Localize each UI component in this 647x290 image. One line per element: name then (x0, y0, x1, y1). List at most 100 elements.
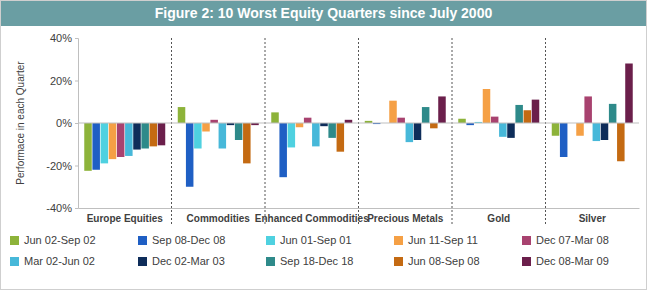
legend-label: Sep 18-Dec 18 (280, 255, 353, 267)
legend-label: Jun 02-Sep 02 (24, 234, 96, 246)
legend-label: Dec 08-Mar 09 (536, 255, 609, 267)
bar (150, 123, 158, 146)
legend-label: Mar 02-Jun 02 (24, 255, 95, 267)
bar (438, 96, 446, 123)
y-tick-label: 0% (56, 117, 72, 129)
bar-series (141, 104, 616, 149)
bar (414, 123, 422, 140)
x-tick: Gold (487, 208, 510, 224)
y-tick-mark (75, 81, 78, 82)
bar (515, 105, 523, 123)
x-tick: Europe Equities (87, 208, 164, 224)
bar (524, 110, 532, 123)
x-tick: Commodities (187, 208, 251, 224)
legend-item: Dec 08-Mar 09 (522, 255, 609, 267)
bar-series (92, 123, 567, 187)
legend-swatch (266, 236, 275, 245)
bar (279, 123, 287, 177)
bar (584, 96, 592, 123)
bar (288, 123, 296, 147)
legend: Jun 02-Sep 02 Sep 08-Dec 08 Jun 01-Sep 01 J… (10, 234, 609, 267)
bar (593, 123, 601, 141)
x-axis: Europe EquitiesCommoditiesEnhanced Commo… (79, 208, 640, 224)
bar (304, 118, 312, 123)
bar-series (117, 96, 592, 157)
y-tick-mark (75, 123, 78, 124)
x-tick-label: Europe Equities (87, 213, 164, 224)
bar (337, 123, 345, 152)
bar-series (133, 123, 608, 150)
bar (243, 123, 251, 163)
x-tick: Silver (579, 208, 606, 224)
legend-label: Jun 11-Sep 11 (408, 234, 478, 246)
x-tick: Precious Metals (367, 208, 444, 224)
bar (101, 123, 109, 163)
frame (1, 1, 647, 290)
separator (545, 38, 546, 224)
legend-swatch (522, 257, 531, 266)
x-tick-label: Gold (487, 213, 510, 224)
y-axis: -40% -20% 0% 20% 40% (46, 32, 78, 214)
bar (389, 101, 397, 123)
legend-item: Jun 11-Sep 11 (394, 234, 478, 246)
x-tick-label: Commodities (187, 213, 251, 224)
bar (406, 123, 414, 142)
title: Figure 2: 10 Worst Equity Quarters since… (155, 5, 493, 21)
legend-swatch (138, 236, 147, 245)
bar (430, 123, 438, 128)
legend-swatch (394, 236, 403, 245)
bar (271, 112, 279, 123)
bar (312, 123, 320, 146)
bar (219, 123, 227, 149)
legend-item: Jun 01-Sep 01 (266, 234, 352, 246)
y-tick-mark (75, 166, 78, 167)
legend-label: Jun 01-Sep 01 (280, 234, 352, 246)
separators (172, 38, 546, 224)
y-tick-label: -20% (46, 160, 72, 172)
legend-item: Jun 08-Sep 08 (394, 255, 480, 267)
legend-item: Dec 07-Mar 08 (522, 234, 609, 246)
y-tick-label: 20% (50, 75, 72, 87)
bar (194, 123, 202, 149)
bar-series (158, 64, 633, 146)
title-bar (1, 1, 646, 26)
y-tick: 0% (56, 117, 78, 129)
bar (397, 118, 405, 123)
bar (458, 119, 466, 123)
y-axis-title: Performace in each Quarter (15, 61, 26, 185)
x-tick-label: Precious Metals (367, 213, 444, 224)
bar-series (101, 122, 483, 163)
bar (133, 123, 141, 150)
y-tick-mark (75, 38, 78, 39)
bar (609, 104, 617, 123)
separator (452, 38, 453, 224)
bar (117, 123, 125, 157)
y-tick: 40% (50, 32, 78, 44)
separator (171, 38, 172, 224)
y-tick: -40% (46, 202, 78, 214)
bar (625, 64, 633, 124)
bar-series (150, 110, 625, 163)
bar (617, 123, 625, 161)
legend-label: Sep 08-Dec 08 (152, 234, 225, 246)
y-tick-label: -40% (46, 202, 72, 214)
bar (202, 123, 210, 132)
plot: -40% -20% 0% 20% 40% Europe Equities Commoditi… (46, 32, 639, 224)
legend-label: Dec 02-Mar 03 (152, 255, 225, 267)
bar (483, 89, 491, 123)
legend-item: Jun 02-Sep 02 (10, 234, 96, 246)
y-tick: 20% (50, 75, 78, 87)
legend-swatch (266, 257, 275, 266)
bar (178, 107, 186, 123)
bar (328, 123, 336, 138)
legend-swatch (10, 257, 19, 266)
legend-swatch (138, 257, 147, 266)
legend-swatch (394, 257, 403, 266)
bar (491, 117, 499, 123)
zero-line (78, 123, 639, 124)
legend-item: Sep 18-Dec 18 (266, 255, 353, 267)
legend-item: Sep 08-Dec 08 (138, 234, 225, 246)
y-tick: -20% (46, 160, 78, 172)
separator (265, 38, 266, 224)
bar (552, 123, 560, 136)
